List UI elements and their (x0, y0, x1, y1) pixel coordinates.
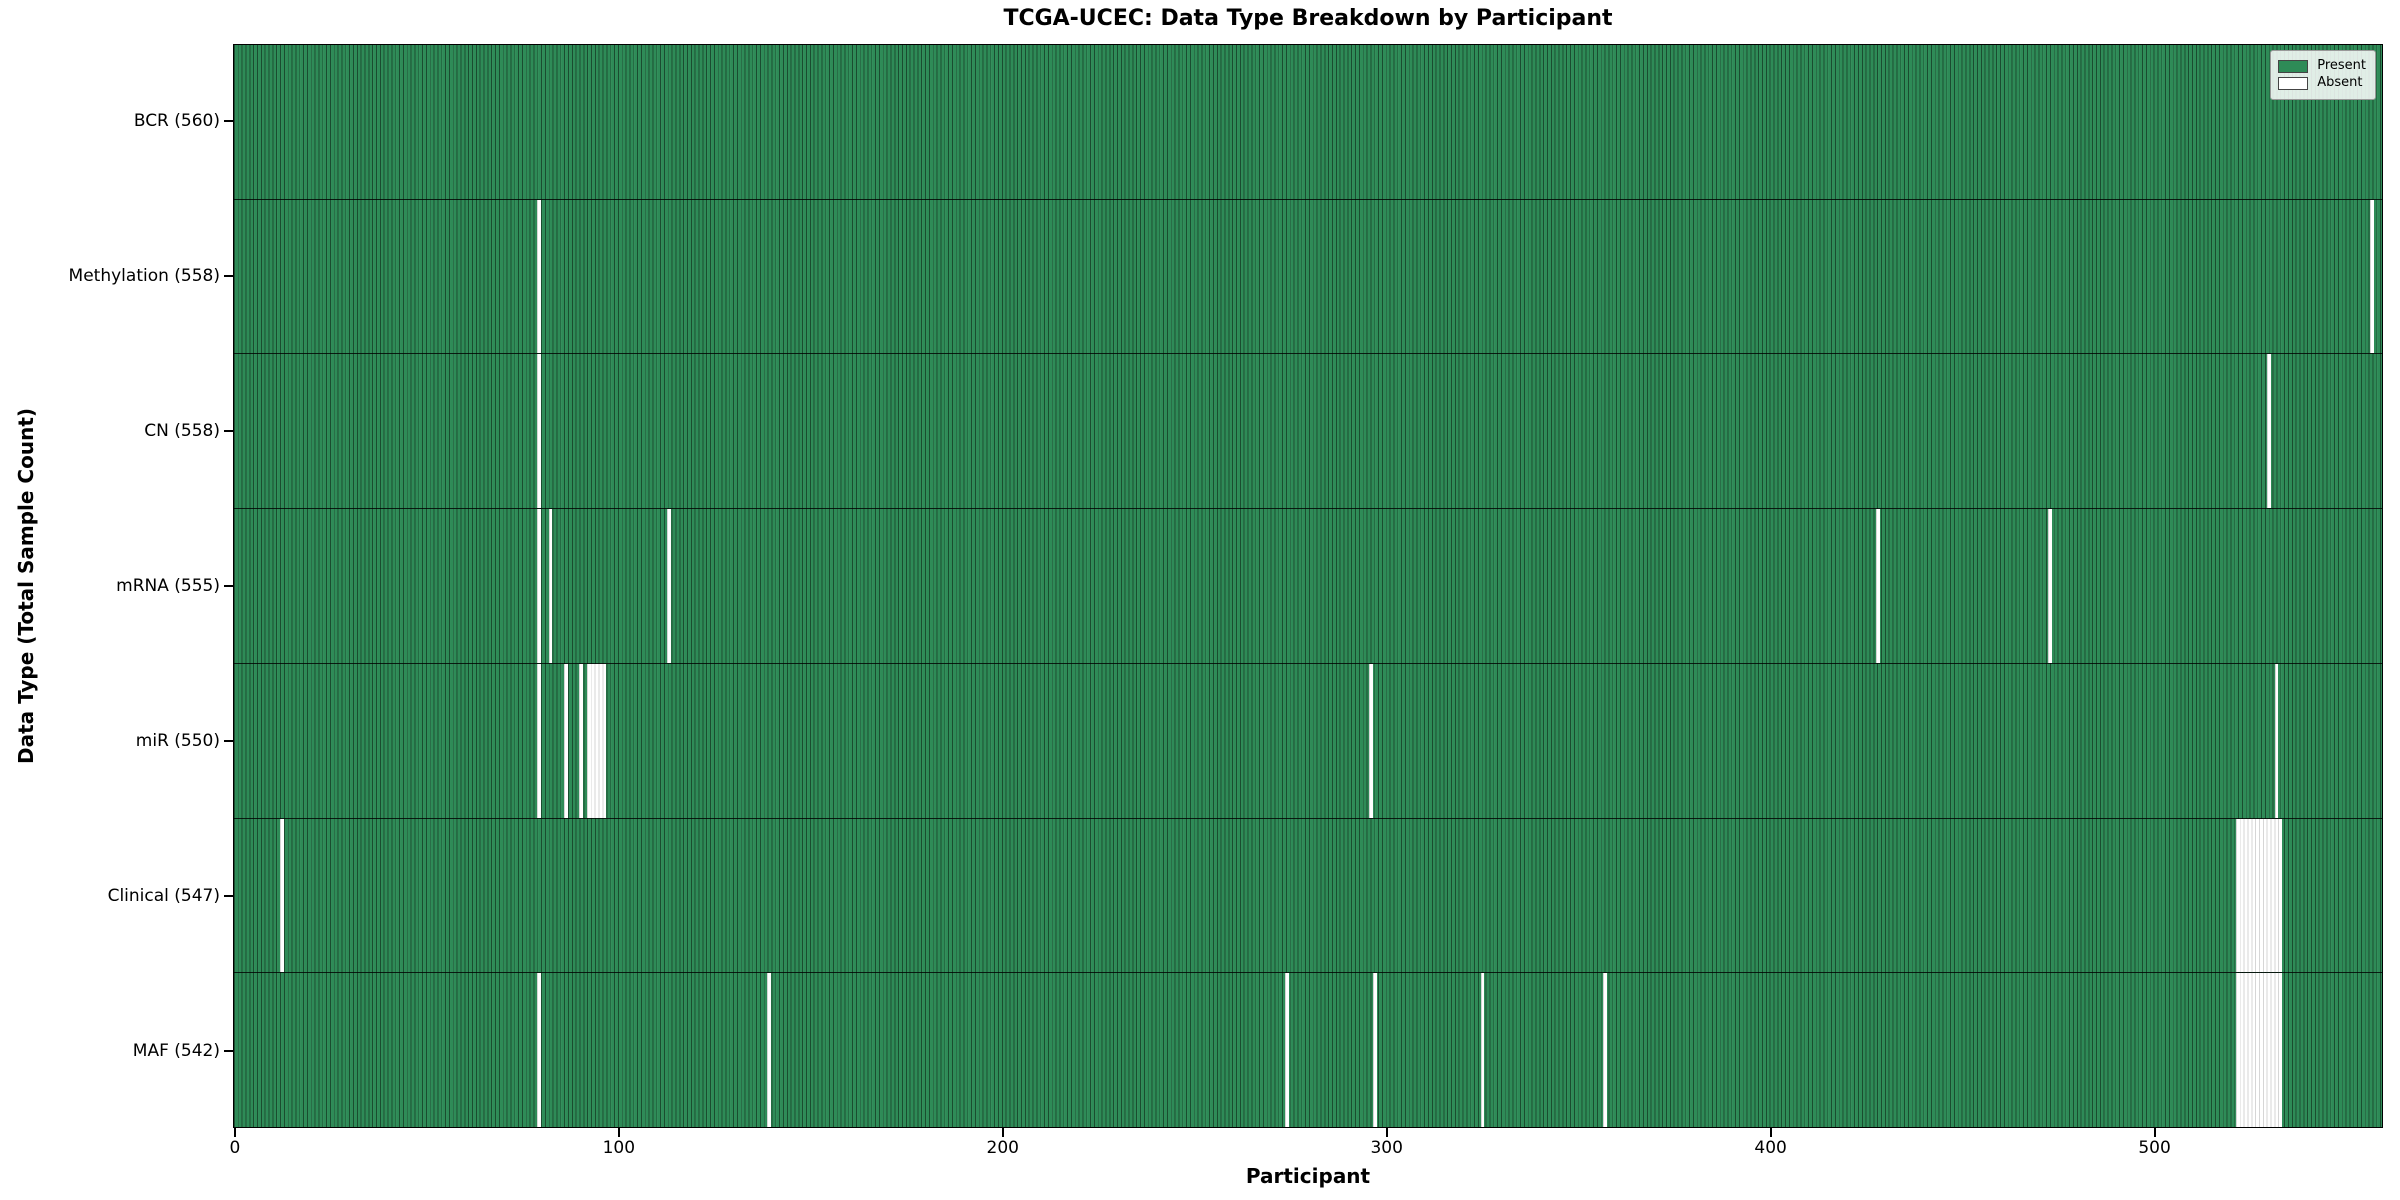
absent-gap (2274, 663, 2279, 818)
legend-entry-absent: Absent (2278, 75, 2366, 91)
plot-area: Present Absent (233, 44, 2383, 1128)
absent-gap (586, 663, 607, 818)
data-row-methylation (234, 198, 2382, 354)
y-tick-label-mir: miR (550) (135, 730, 220, 751)
absent-gap (1875, 509, 1880, 663)
x-tick-label-0: 0 (229, 1138, 241, 1158)
x-tick-label-300: 300 (1370, 1138, 1403, 1158)
absent-gap (767, 973, 771, 1128)
absent-gap (537, 663, 541, 818)
legend-label-absent: Absent (2317, 75, 2363, 91)
absent-gap (667, 509, 672, 663)
x-tick-mark (233, 1128, 236, 1137)
absent-gap (537, 354, 541, 509)
absent-gap (1369, 663, 1374, 818)
absent-gap (2370, 199, 2375, 354)
legend: Present Absent (2270, 50, 2376, 100)
x-tick-label-500: 500 (2138, 1138, 2171, 1158)
absent-gap (2048, 509, 2053, 663)
absent-gap (563, 663, 568, 818)
absent-swatch-icon (2278, 76, 2309, 90)
absent-gap (1284, 973, 1289, 1128)
absent-gap (537, 509, 541, 663)
y-tick-mark (224, 430, 233, 433)
absent-gap (1480, 973, 1485, 1128)
chart-title: TCGA-UCEC: Data Type Breakdown by Partic… (1003, 6, 1613, 31)
absent-gap (1603, 973, 1608, 1128)
y-tick-label-maf: MAF (542) (132, 1040, 220, 1061)
absent-gap (1373, 973, 1378, 1128)
y-tick-mark (224, 739, 233, 742)
y-tick-label-methylation: Methylation (558) (68, 266, 220, 287)
absent-gap (579, 663, 584, 818)
absent-gap (2236, 818, 2283, 973)
absent-gap (537, 973, 541, 1128)
absent-gap (548, 509, 553, 663)
x-tick-mark (1385, 1128, 1388, 1137)
legend-entry-present: Present (2278, 58, 2366, 73)
x-axis-label: Participant (1245, 1164, 1371, 1188)
absent-gap (2266, 354, 2271, 509)
y-tick-mark (224, 1049, 233, 1052)
x-tick-label-200: 200 (986, 1138, 1019, 1158)
y-tick-label-bcr: BCR (560) (133, 111, 220, 132)
x-tick-mark (617, 1128, 620, 1137)
y-tick-mark (224, 894, 233, 897)
y-tick-label-cn: CN (558) (144, 421, 220, 442)
absent-gap (537, 199, 541, 354)
x-tick-label-100: 100 (602, 1138, 636, 1158)
x-tick-mark (1001, 1128, 1004, 1137)
y-tick-mark (224, 585, 233, 587)
x-tick-mark (1769, 1128, 1772, 1137)
data-row-clinical (234, 817, 2382, 973)
y-tick-label-clinical: Clinical (547) (107, 885, 220, 906)
y-tick-mark (224, 275, 233, 278)
data-row-cn (234, 353, 2382, 509)
absent-gap (280, 818, 284, 973)
y-tick-mark (224, 120, 233, 123)
present-swatch-icon (2278, 59, 2309, 73)
x-tick-label-400: 400 (1754, 1138, 1787, 1158)
legend-label-present: Present (2317, 58, 2366, 73)
x-tick-mark (2153, 1128, 2156, 1137)
absent-gap (2236, 973, 2283, 1128)
data-row-mrna (234, 508, 2382, 663)
data-row-bcr (234, 45, 2382, 199)
rows-container (234, 45, 2382, 1128)
y-tick-label-mrna: mRNA (555) (116, 576, 220, 596)
data-row-maf (234, 972, 2382, 1128)
data-row-mir (234, 662, 2382, 818)
